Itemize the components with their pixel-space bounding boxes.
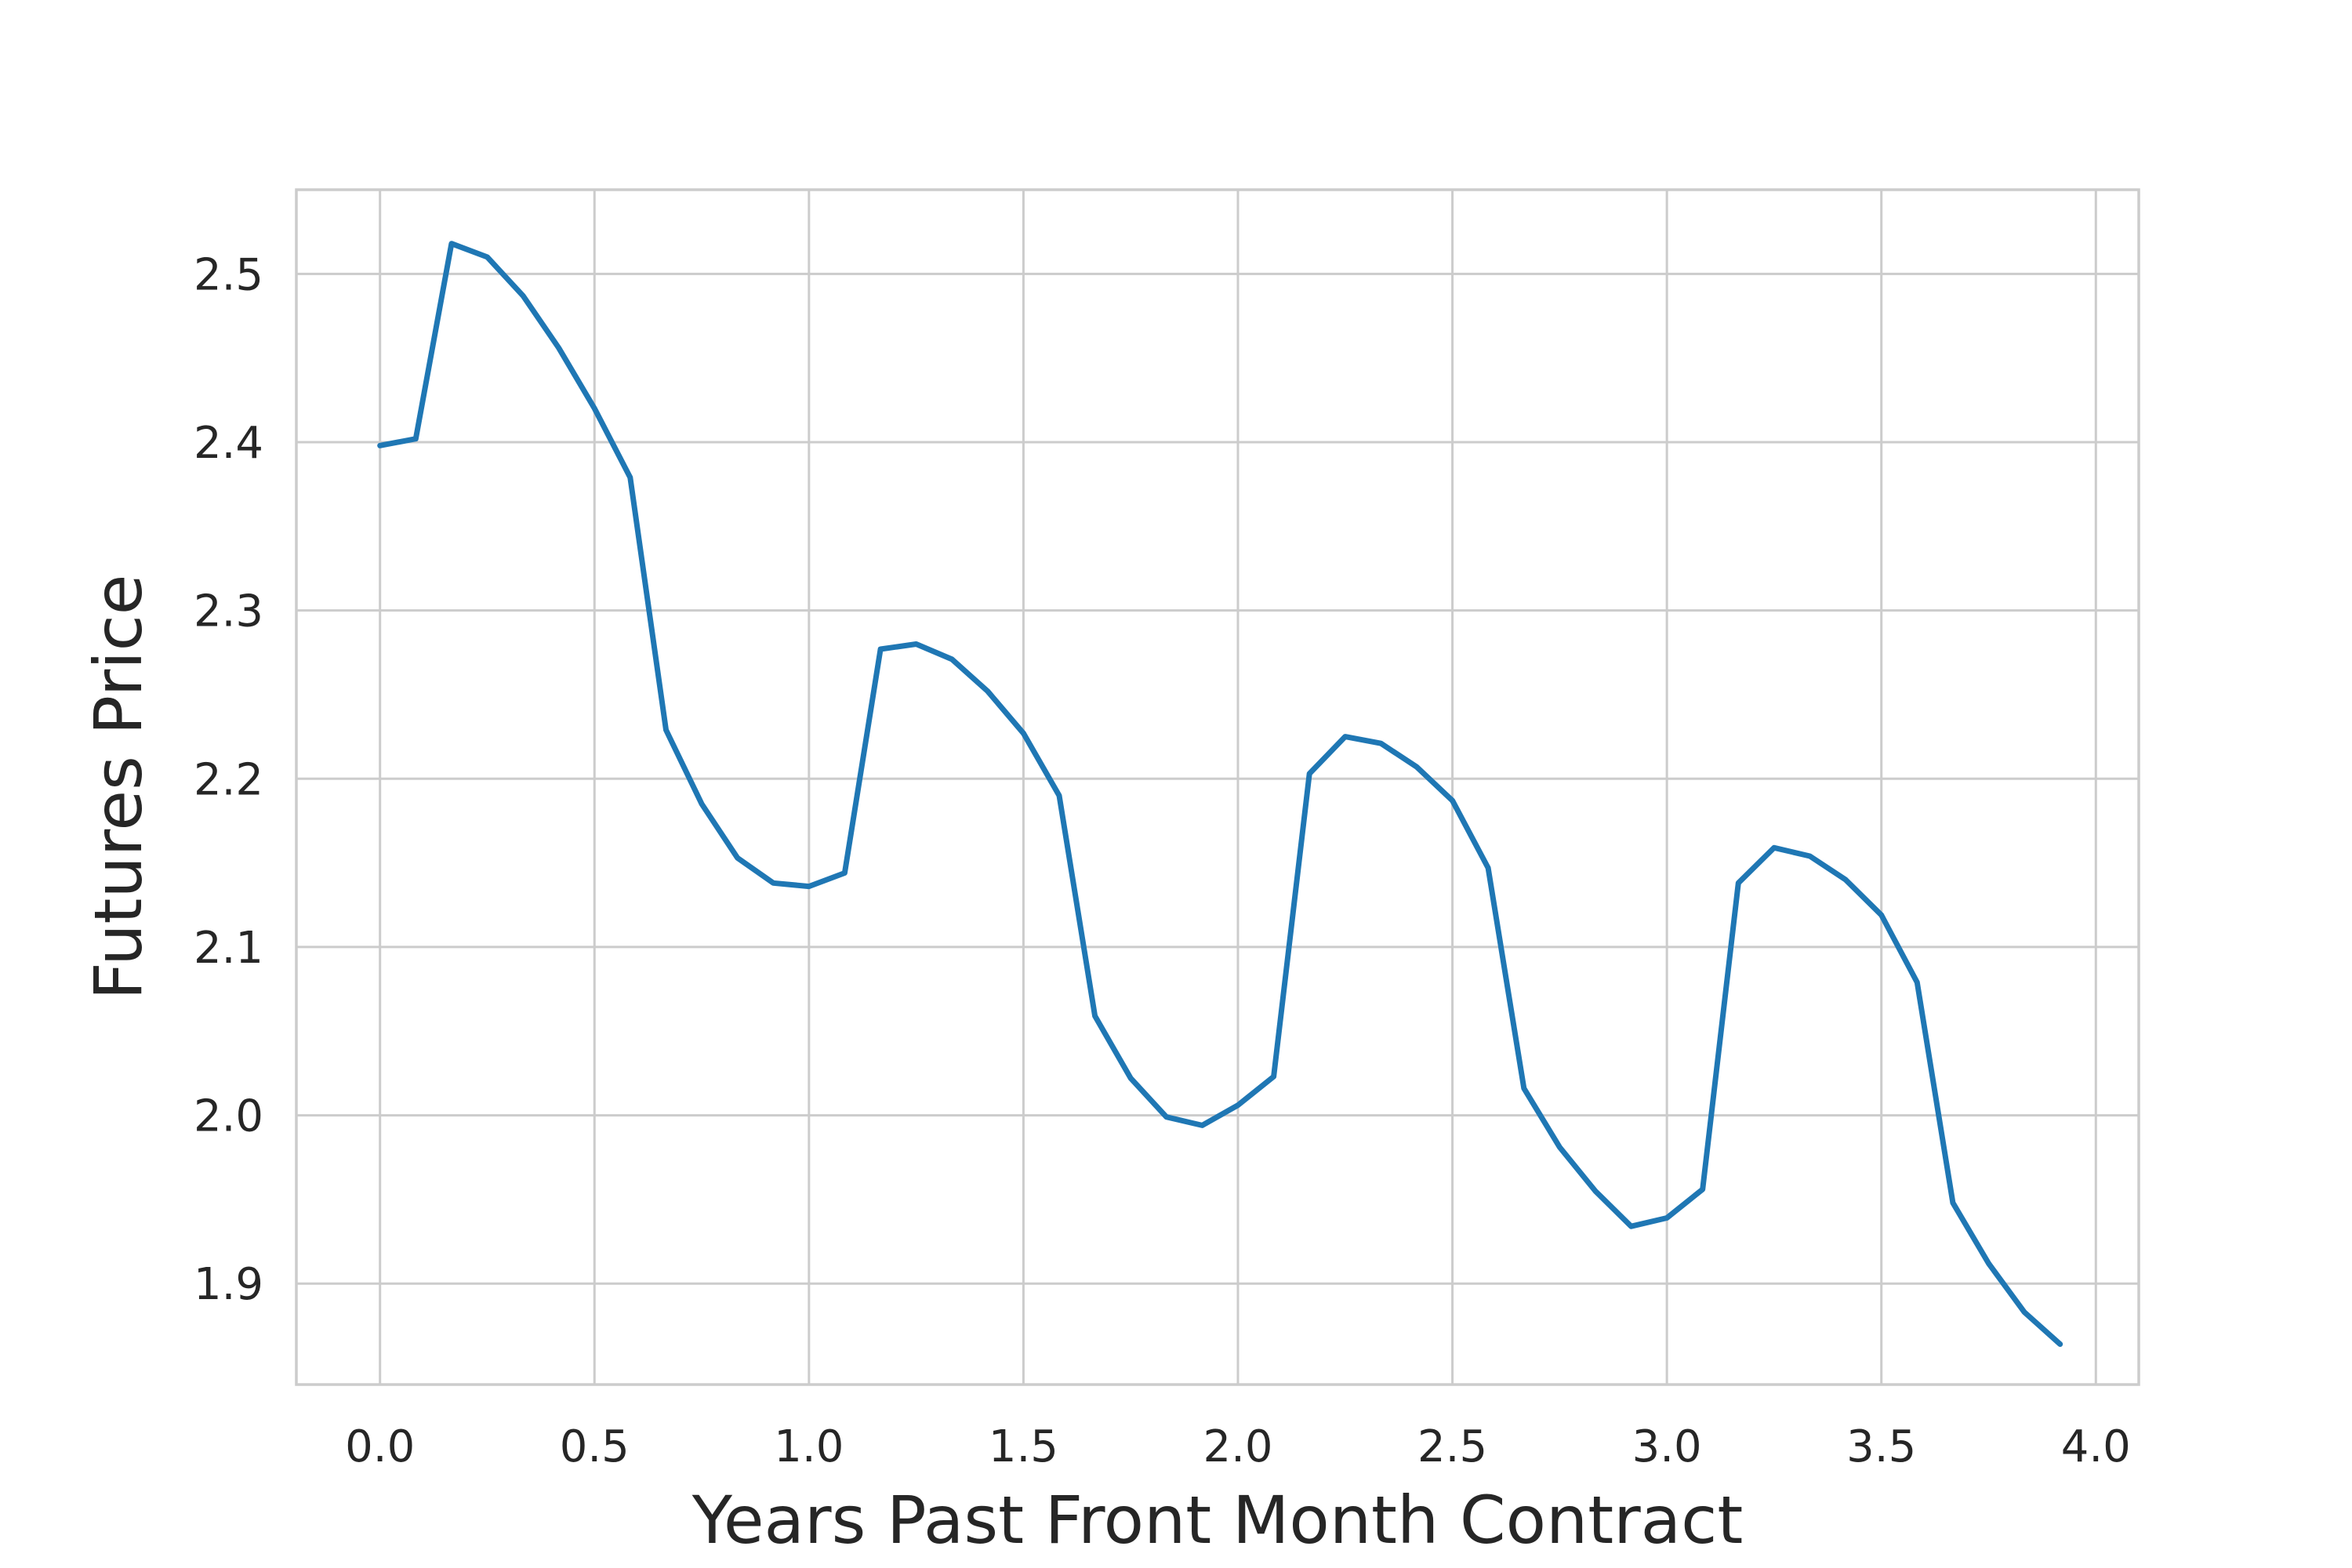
y-tick-label: 2.2 (194, 754, 263, 805)
y-tick-label: 2.0 (194, 1091, 263, 1142)
y-tick-label: 1.9 (194, 1259, 263, 1310)
x-tick-label: 3.5 (1846, 1421, 1916, 1472)
series-layer (377, 241, 2063, 1347)
x-tick-label: 0.5 (560, 1421, 630, 1472)
y-tick-label: 2.3 (194, 586, 263, 637)
x-tick-label: 1.0 (774, 1421, 844, 1472)
x-tick-label: 4.0 (2061, 1421, 2131, 1472)
series-line (377, 241, 2063, 1347)
y-tick-label: 2.1 (194, 923, 263, 974)
y-axis-label: Futures Price (80, 575, 157, 1000)
x-tick-label: 3.0 (1632, 1421, 1702, 1472)
x-tick-labels: 0.0 0.5 1.0 1.5 2.0 2.5 3.0 3.5 4.0 (345, 1421, 2131, 1472)
x-tick-label: 2.0 (1203, 1421, 1272, 1472)
y-tick-label: 2.5 (194, 249, 263, 300)
y-tick-labels: 1.9 2.0 2.1 2.2 2.3 2.4 2.5 (194, 249, 263, 1310)
x-axis-label: Years Past Front Month Contract (691, 1482, 1744, 1559)
x-tick-label: 0.0 (345, 1421, 415, 1472)
plot-frame (295, 188, 2140, 1386)
y-tick-label: 2.4 (194, 418, 263, 469)
x-tick-label: 1.5 (989, 1421, 1058, 1472)
x-tick-label: 2.5 (1417, 1421, 1487, 1472)
grid (296, 190, 2139, 1385)
